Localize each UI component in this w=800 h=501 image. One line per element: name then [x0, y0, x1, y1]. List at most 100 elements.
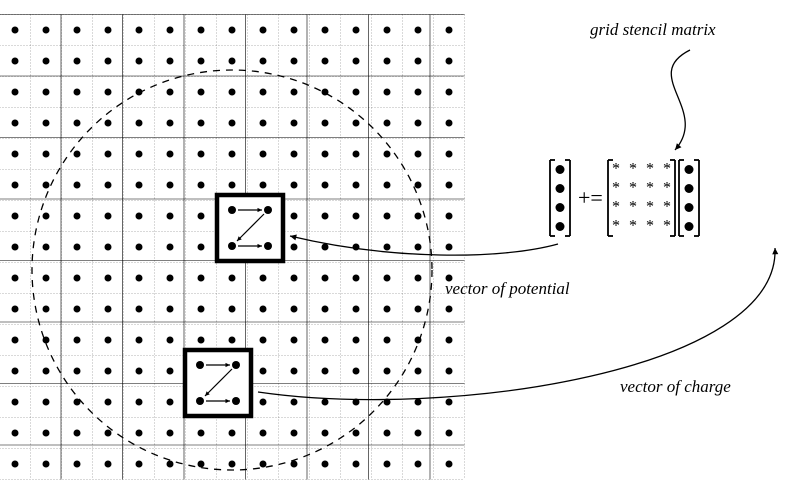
grid-dot	[353, 430, 360, 437]
grid-dot	[105, 275, 112, 282]
grid-dot	[105, 244, 112, 251]
grid-dot	[353, 244, 360, 251]
label-potential: vector of potential	[445, 279, 570, 298]
grid-dot	[260, 89, 267, 96]
matrix-star: *	[663, 218, 671, 235]
grid-dot	[260, 368, 267, 375]
grid-dot	[198, 58, 205, 65]
matrix-star: *	[663, 180, 671, 197]
grid-dot	[446, 399, 453, 406]
grid-dot	[12, 430, 19, 437]
grid-dot	[353, 89, 360, 96]
grid-dot	[384, 213, 391, 220]
label-title: grid stencil matrix	[590, 20, 716, 39]
grid-dot	[198, 430, 205, 437]
grid-dot	[260, 58, 267, 65]
grid-dot	[229, 337, 236, 344]
grid-dot	[136, 399, 143, 406]
grid-dot	[105, 58, 112, 65]
grid-dot	[353, 213, 360, 220]
grid-dot	[260, 275, 267, 282]
grid-dot	[446, 182, 453, 189]
vec-charge-dot	[685, 165, 694, 174]
stencil-dot	[196, 397, 204, 405]
grid-dot	[105, 368, 112, 375]
plus-equals: +=	[578, 185, 603, 210]
grid-dot	[12, 368, 19, 375]
grid-dot	[291, 337, 298, 344]
grid-dot	[43, 430, 50, 437]
stencil-dot	[196, 361, 204, 369]
grid-dot	[12, 89, 19, 96]
grid-dot	[446, 337, 453, 344]
grid-dot	[105, 213, 112, 220]
grid-dot	[74, 368, 81, 375]
grid-dot	[260, 182, 267, 189]
grid-dot	[74, 89, 81, 96]
matrix-star: *	[612, 161, 620, 178]
grid-dot	[415, 89, 422, 96]
stencil-dot	[228, 242, 236, 250]
grid-dot	[446, 89, 453, 96]
grid-dot	[167, 58, 174, 65]
grid-dot	[260, 306, 267, 313]
grid-dot	[291, 430, 298, 437]
grid-dot	[43, 151, 50, 158]
grid-dot	[105, 430, 112, 437]
grid-dot	[198, 89, 205, 96]
grid-dot	[322, 244, 329, 251]
grid-dot	[446, 58, 453, 65]
grid-dot	[384, 151, 391, 158]
grid-dot	[291, 58, 298, 65]
grid-dot	[446, 461, 453, 468]
grid-dot	[322, 182, 329, 189]
vec-potential-dot	[556, 165, 565, 174]
grid-dot	[415, 368, 422, 375]
grid-dot	[167, 120, 174, 127]
grid-dot	[105, 27, 112, 34]
grid-dot	[446, 244, 453, 251]
stencil-box-1	[184, 349, 252, 417]
grid-dot	[415, 213, 422, 220]
grid-dot	[43, 182, 50, 189]
grid-dot	[136, 337, 143, 344]
grid-dot	[43, 120, 50, 127]
stencil-box-0	[216, 194, 284, 262]
grid-dot	[384, 89, 391, 96]
vec-potential-dot	[556, 222, 565, 231]
grid-dot	[229, 27, 236, 34]
grid-dot	[167, 151, 174, 158]
grid-dot	[446, 120, 453, 127]
grid-dot	[198, 182, 205, 189]
grid-dot	[136, 368, 143, 375]
grid-dot	[136, 461, 143, 468]
grid-dot	[322, 120, 329, 127]
grid-dot	[353, 275, 360, 282]
grid-dot	[384, 120, 391, 127]
grid-dot	[322, 275, 329, 282]
grid-dot	[136, 430, 143, 437]
grid-dot	[384, 244, 391, 251]
matrix-star: *	[646, 218, 654, 235]
grid-dot	[291, 368, 298, 375]
grid-dot	[105, 399, 112, 406]
grid-dot	[12, 213, 19, 220]
grid-dot	[136, 306, 143, 313]
vec-potential-dot	[556, 203, 565, 212]
grid-dot	[229, 430, 236, 437]
matrix-star: *	[629, 218, 637, 235]
grid-dot	[353, 58, 360, 65]
grid-dot	[74, 430, 81, 437]
grid-dot	[260, 399, 267, 406]
grid-dot	[198, 337, 205, 344]
grid-dot	[353, 337, 360, 344]
grid-dot	[291, 89, 298, 96]
grid-dot	[260, 337, 267, 344]
grid-dot	[415, 182, 422, 189]
grid-dot	[384, 182, 391, 189]
grid-dot	[229, 151, 236, 158]
grid-dot	[105, 89, 112, 96]
grid-dot	[12, 399, 19, 406]
matrix-star: *	[646, 199, 654, 216]
grid-dot	[167, 399, 174, 406]
